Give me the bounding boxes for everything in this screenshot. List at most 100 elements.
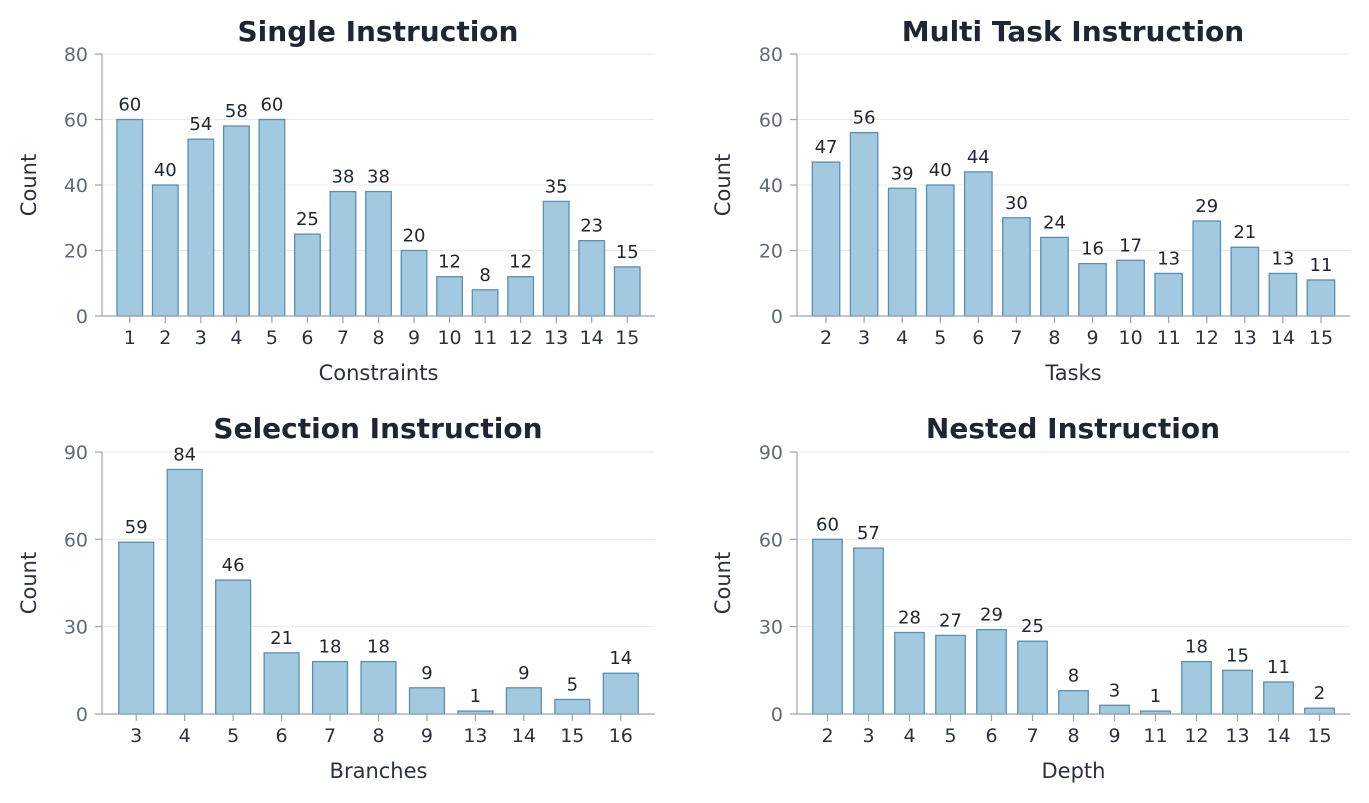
bar[interactable] xyxy=(263,652,300,715)
data-label: 40 xyxy=(929,160,952,181)
chart-title: Single Instruction xyxy=(238,15,519,48)
y-axis-title: Count xyxy=(711,552,735,614)
bar[interactable] xyxy=(976,628,1007,715)
bar[interactable] xyxy=(400,249,428,317)
data-label: 15 xyxy=(616,242,639,263)
bar[interactable] xyxy=(849,131,879,317)
bar[interactable] xyxy=(258,118,286,317)
bar[interactable] xyxy=(293,233,321,317)
x-tick-label: 9 xyxy=(408,327,420,349)
x-axis-title: Tasks xyxy=(1044,361,1101,385)
chart-panel-4: 0306090602573284275296257883911118121513… xyxy=(711,412,1350,783)
bar[interactable] xyxy=(365,190,392,317)
bar[interactable] xyxy=(554,698,591,715)
bar[interactable] xyxy=(507,276,535,317)
x-tick-label: 11 xyxy=(1157,327,1181,349)
y-tick-label: 80 xyxy=(64,44,88,66)
data-label: 8 xyxy=(1068,666,1079,687)
bar[interactable] xyxy=(408,687,446,715)
x-tick-label: 7 xyxy=(1010,327,1022,349)
bar[interactable] xyxy=(1222,669,1253,715)
bar[interactable] xyxy=(1116,259,1145,317)
data-label: 30 xyxy=(1005,193,1028,214)
bar[interactable] xyxy=(1017,640,1048,715)
bar[interactable] xyxy=(578,240,606,317)
bar[interactable] xyxy=(1099,704,1130,715)
x-tick-label: 7 xyxy=(337,327,349,349)
x-tick-label: 3 xyxy=(862,725,874,747)
bar[interactable] xyxy=(812,538,843,715)
bar[interactable] xyxy=(222,125,250,317)
bar[interactable] xyxy=(1078,262,1107,317)
bar[interactable] xyxy=(360,660,397,715)
x-tick-label: 10 xyxy=(437,327,461,349)
data-label: 5 xyxy=(567,674,578,695)
x-tick-label: 12 xyxy=(1195,327,1219,349)
data-label: 60 xyxy=(118,95,141,116)
x-tick-label: 3 xyxy=(858,327,870,349)
y-tick-label: 40 xyxy=(64,175,88,197)
bar[interactable] xyxy=(1154,272,1184,317)
bar[interactable] xyxy=(1192,220,1222,317)
bar[interactable] xyxy=(1263,681,1294,715)
data-label: 24 xyxy=(1043,212,1066,233)
bar[interactable] xyxy=(166,468,203,715)
bar[interactable] xyxy=(963,171,993,317)
data-label: 46 xyxy=(222,555,245,576)
data-label: 57 xyxy=(857,523,880,544)
bar[interactable] xyxy=(887,187,917,317)
bar[interactable] xyxy=(1058,690,1089,715)
bar[interactable] xyxy=(118,541,155,715)
bar[interactable] xyxy=(935,634,966,715)
bar[interactable] xyxy=(1304,707,1335,715)
data-label: 44 xyxy=(967,147,990,168)
x-tick-label: 14 xyxy=(1266,725,1290,747)
bar[interactable] xyxy=(311,660,349,715)
bar[interactable] xyxy=(1230,246,1260,317)
data-label: 28 xyxy=(898,607,921,628)
x-tick-label: 4 xyxy=(903,725,915,747)
data-label: 60 xyxy=(816,514,839,535)
bar[interactable] xyxy=(542,200,570,317)
y-axis-title: Count xyxy=(711,154,735,216)
x-tick-label: 7 xyxy=(1026,725,1038,747)
y-tick-label: 0 xyxy=(76,306,88,328)
bar[interactable] xyxy=(1268,272,1298,317)
x-tick-label: 1 xyxy=(124,327,136,349)
x-tick-label: 4 xyxy=(179,725,191,747)
data-label: 2 xyxy=(1314,683,1325,704)
x-tick-label: 6 xyxy=(301,327,313,349)
bar[interactable] xyxy=(602,672,639,715)
chart-title: Selection Instruction xyxy=(213,412,542,445)
bar[interactable] xyxy=(505,687,542,715)
x-tick-label: 13 xyxy=(1233,327,1257,349)
data-label: 18 xyxy=(367,637,390,658)
x-tick-label: 2 xyxy=(159,327,171,349)
y-tick-label: 20 xyxy=(64,241,88,263)
bar[interactable] xyxy=(613,266,641,317)
y-tick-label: 90 xyxy=(759,442,783,464)
x-tick-label: 2 xyxy=(821,725,833,747)
bar[interactable] xyxy=(215,579,252,715)
bar[interactable] xyxy=(436,276,464,317)
bar[interactable] xyxy=(471,289,499,317)
bar[interactable] xyxy=(1306,279,1336,317)
bar[interactable] xyxy=(811,161,841,317)
bar[interactable] xyxy=(151,184,179,317)
y-tick-label: 60 xyxy=(759,110,783,132)
bar[interactable] xyxy=(187,138,215,317)
data-label: 58 xyxy=(225,101,248,122)
x-tick-label: 14 xyxy=(580,327,604,349)
bar[interactable] xyxy=(116,118,144,317)
x-axis-title: Depth xyxy=(1042,759,1106,783)
bar[interactable] xyxy=(1002,217,1031,317)
bar[interactable] xyxy=(894,631,925,715)
chart-panel-3: 0 30 60 90 59 3 84 4 46 5 21 6 18 7 18 8 9 9 1 13 9 14 5 15 14 16… xyxy=(17,412,655,783)
bar[interactable] xyxy=(925,184,955,317)
bar[interactable] xyxy=(853,547,884,715)
bar[interactable] xyxy=(1040,236,1069,317)
data-label: 35 xyxy=(545,176,568,197)
bar[interactable] xyxy=(329,190,357,317)
bar[interactable] xyxy=(1181,660,1212,715)
data-label: 12 xyxy=(509,252,532,273)
